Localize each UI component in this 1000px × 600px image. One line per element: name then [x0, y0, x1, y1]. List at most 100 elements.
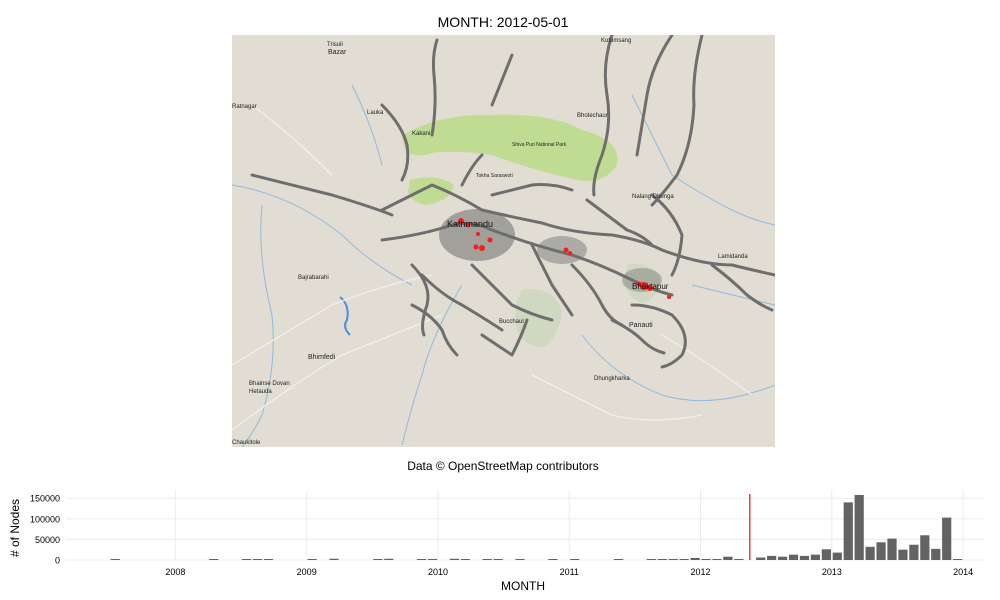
- histogram-bar: [613, 559, 624, 560]
- node-point: [458, 218, 464, 224]
- histogram-bar: [515, 558, 525, 560]
- river-line: [232, 184, 413, 286]
- place-label: Lamidanda: [718, 254, 748, 260]
- histogram-bar: [209, 559, 219, 560]
- node-point: [465, 222, 471, 228]
- road-line: [710, 263, 774, 312]
- histogram-bar: [679, 559, 689, 560]
- place-label: Hetauda: [249, 389, 272, 395]
- road-line: [410, 303, 459, 357]
- road-line: [661, 334, 753, 396]
- histogram-bar: [810, 554, 821, 560]
- road-line: [250, 173, 394, 217]
- road-line: [490, 183, 574, 197]
- node-point: [487, 237, 493, 243]
- place-label: Kakani: [412, 131, 430, 137]
- x-tick-label: 2014: [953, 567, 973, 577]
- histogram-bar: [767, 555, 777, 560]
- current-nodes: [458, 218, 671, 299]
- histogram-bar: [865, 546, 875, 560]
- place-label: Chaukitole: [232, 440, 261, 446]
- place-label: Bhotechaur: [577, 113, 608, 119]
- road-line: [380, 183, 775, 277]
- histogram-bar: [427, 559, 438, 560]
- histogram-bar: [657, 558, 667, 560]
- histogram-bar: [416, 559, 427, 560]
- place-label: Dhungkharka: [594, 376, 630, 382]
- road-line: [635, 35, 674, 157]
- y-axis-ticks: 0 50000 100000 150000: [30, 494, 60, 566]
- place-label: Bhimfedi: [308, 354, 336, 361]
- place-label: Bhaktapur: [632, 282, 669, 291]
- histogram-bar: [493, 559, 503, 560]
- node-point: [636, 281, 642, 287]
- y-tick-label: 150000: [30, 494, 60, 504]
- histogram-bar: [799, 555, 810, 560]
- histogram-bar: [854, 494, 864, 560]
- road-line: [232, 314, 443, 431]
- histogram-bar: [373, 559, 383, 560]
- road-line: [420, 273, 504, 332]
- histogram-bar: [843, 502, 853, 560]
- histogram-bar: [460, 559, 470, 560]
- road-line: [530, 243, 574, 317]
- river-line: [631, 94, 775, 226]
- place-label: Bhainse Dovan: [249, 381, 290, 387]
- minor-roads: [232, 104, 753, 431]
- road-line: [251, 104, 333, 176]
- x-tick-label: 2010: [428, 567, 448, 577]
- x-axis-ticks: 2008 2009 2010 2011 2012 2013 2014: [165, 567, 973, 577]
- histogram-bar: [920, 535, 930, 560]
- place-label: Lauka: [367, 110, 384, 116]
- histogram-bar: [953, 559, 963, 560]
- road-line: [630, 303, 687, 369]
- dense-area: [537, 236, 587, 264]
- place-label: Kathmandu: [447, 219, 493, 229]
- place-label: Bazar: [328, 49, 347, 56]
- histogram-bar: [548, 559, 558, 560]
- road-line: [585, 198, 654, 247]
- road-line: [650, 35, 704, 207]
- river-line: [691, 284, 775, 306]
- map-panel: Trisuli Bazar Kutumsang Ratnagar Lauka B…: [232, 35, 775, 447]
- x-tick-label: 2008: [165, 567, 185, 577]
- node-point: [667, 295, 671, 299]
- road-line: [380, 103, 410, 182]
- place-label: Tokha Saraswoti: [476, 173, 513, 179]
- histogram-bar: [646, 559, 656, 560]
- x-tick-label: 2009: [297, 567, 317, 577]
- road-line: [460, 153, 484, 187]
- histogram-bar: [329, 558, 339, 560]
- river-line: [351, 84, 383, 166]
- histogram-bar: [712, 559, 722, 560]
- histogram-bars: [110, 494, 963, 560]
- histogram-bar: [482, 559, 492, 560]
- x-tick-label: 2013: [822, 567, 842, 577]
- place-label: Shiva Puri National Park: [512, 142, 567, 148]
- histogram-bar: [821, 549, 831, 560]
- nagarjun-park-area: [408, 177, 454, 205]
- y-axis-label: # of Nodes: [8, 499, 22, 557]
- place-label: Ratnagar: [232, 104, 257, 110]
- histogram-bar: [898, 549, 908, 560]
- y-tick-label: 0: [55, 556, 60, 566]
- river-line: [241, 204, 274, 447]
- histogram-bar: [832, 552, 842, 560]
- road-line: [610, 318, 666, 355]
- x-axis-label: MONTH: [501, 579, 545, 593]
- histogram-bar: [876, 542, 886, 560]
- road-line: [650, 193, 684, 277]
- node-point: [473, 244, 479, 250]
- histogram-bar: [931, 548, 941, 560]
- road-line: [410, 263, 430, 337]
- place-label: Kutumsang: [601, 38, 631, 44]
- histogram-bar: [690, 557, 700, 560]
- histogram-bar: [263, 559, 273, 560]
- histogram-bar: [110, 559, 120, 560]
- shivapuri-park-area: [402, 114, 618, 181]
- histogram-bar: [734, 559, 744, 560]
- histogram-bar: [570, 559, 580, 560]
- y-tick-label: 50000: [35, 535, 60, 545]
- histogram-bar: [909, 544, 919, 560]
